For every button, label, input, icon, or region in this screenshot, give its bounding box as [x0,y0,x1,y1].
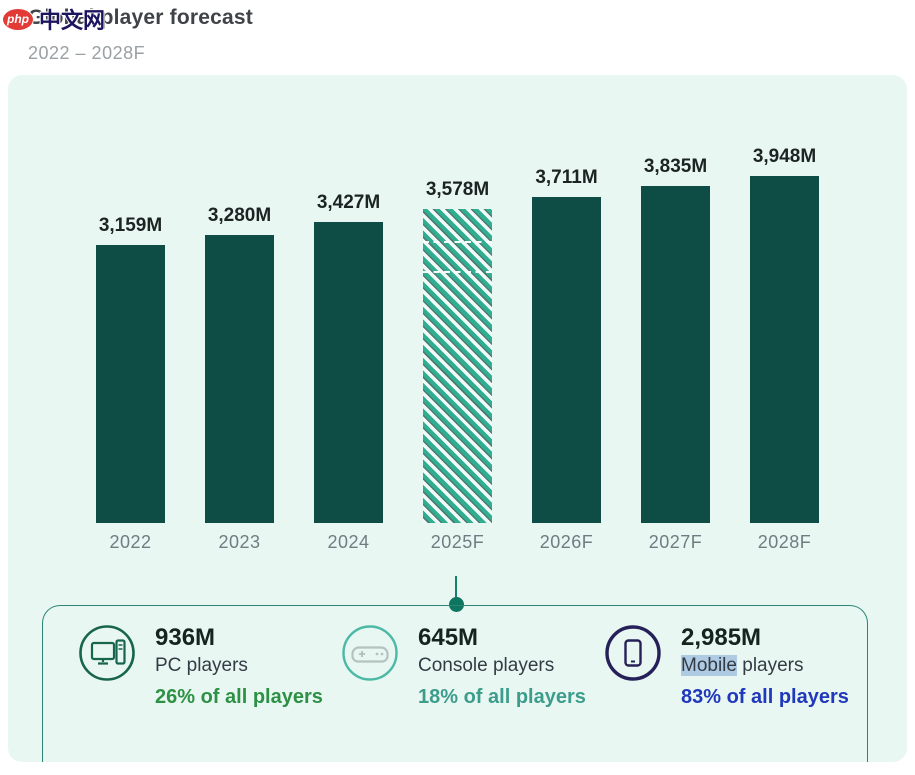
mobile-players-share: 83% of all players [681,685,849,708]
bar-2025F [423,209,492,523]
platform-split-panel: 936M PC players 26% of all players 645M … [42,605,868,762]
page-title: Global player forecast [28,6,253,29]
mobile-players-label: Mobile players [681,654,804,676]
bar-group-2022: 3,159M 2022 [96,215,165,561]
console-players-share: 18% of all players [418,685,586,708]
x-axis-label-2026F: 2026F [539,531,594,552]
smartphone-icon [605,625,661,681]
x-axis-label-2024: 2024 [327,531,370,552]
chart-card: 3,159M 2022 3,280M 2023 3,427M 2024 3,578M 2025… [8,75,907,762]
bar-group-2023: 3,280M 2023 [205,205,274,561]
console-players-label: Console players [418,654,555,676]
page-subtitle: 2022 – 2028F [28,43,146,63]
pc-players-share: 26% of all players [155,685,323,708]
x-axis-label-2028F: 2028F [757,531,812,552]
bar-2024 [314,222,383,523]
bar-2028F [750,176,819,523]
bars-row: 3,159M 2022 3,280M 2023 3,427M 2024 3,578M 2025… [8,75,819,561]
bar-value-label-2027F: 3,835M [643,156,708,177]
mobile-players-value: 2,985M [681,624,762,651]
bar-2026F [532,197,601,523]
x-axis-label-2023: 2023 [218,531,261,552]
bar-group-2028F: 3,948M 2028F [750,146,819,561]
connector-line [455,576,457,604]
bar-group-2026F: 3,711M 2026F [532,167,601,561]
x-axis-label-2025F: 2025F [430,531,485,552]
gamepad-icon [342,625,398,681]
bar-2023 [205,235,274,523]
bar-value-label-2024: 3,427M [316,192,381,213]
php-cn-watermark: php 中文网 [3,3,105,35]
bar-value-label-2025F: 3,578M [425,179,490,200]
hatch-divider [423,241,492,243]
watermark-text: 中文网 [39,8,106,33]
desktop-pc-icon [79,625,135,681]
php-logo-icon: php [3,8,33,30]
bar-group-2025F: 3,578M 2025F [423,179,492,561]
stat-pc: 936M PC players 26% of all players [78,624,341,762]
bar-value-label-2023: 3,280M [207,205,272,226]
bar-group-2027F: 3,835M 2027F [641,156,710,561]
hatch-divider [423,271,492,273]
connector-dot [449,597,464,612]
selected-text: Mobile [681,654,737,676]
bar-value-label-2022: 3,159M [98,215,163,236]
pc-players-value: 936M [155,624,216,651]
x-axis-label-2027F: 2027F [648,531,703,552]
stat-mobile: 2,985M Mobile players 83% of all players [604,624,867,762]
x-axis-label-2022: 2022 [109,531,152,552]
bar-group-2024: 3,427M 2024 [314,192,383,561]
bar-2022 [96,245,165,523]
console-players-value: 645M [418,624,479,651]
stat-console: 645M Console players 18% of all players [341,624,604,762]
bar-2027F [641,186,710,523]
bar-value-label-2028F: 3,948M [752,146,817,167]
bar-value-label-2026F: 3,711M [535,167,598,188]
pc-players-label: PC players [155,654,248,676]
